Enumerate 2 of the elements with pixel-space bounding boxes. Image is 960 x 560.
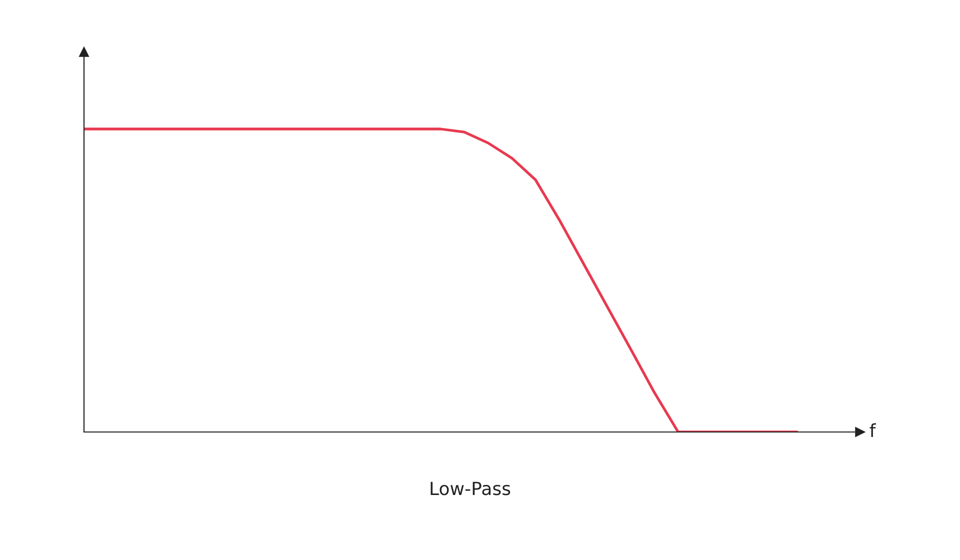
text: Low-Pass (430, 482, 510, 496)
x-axis-title: f (870, 423, 876, 437)
